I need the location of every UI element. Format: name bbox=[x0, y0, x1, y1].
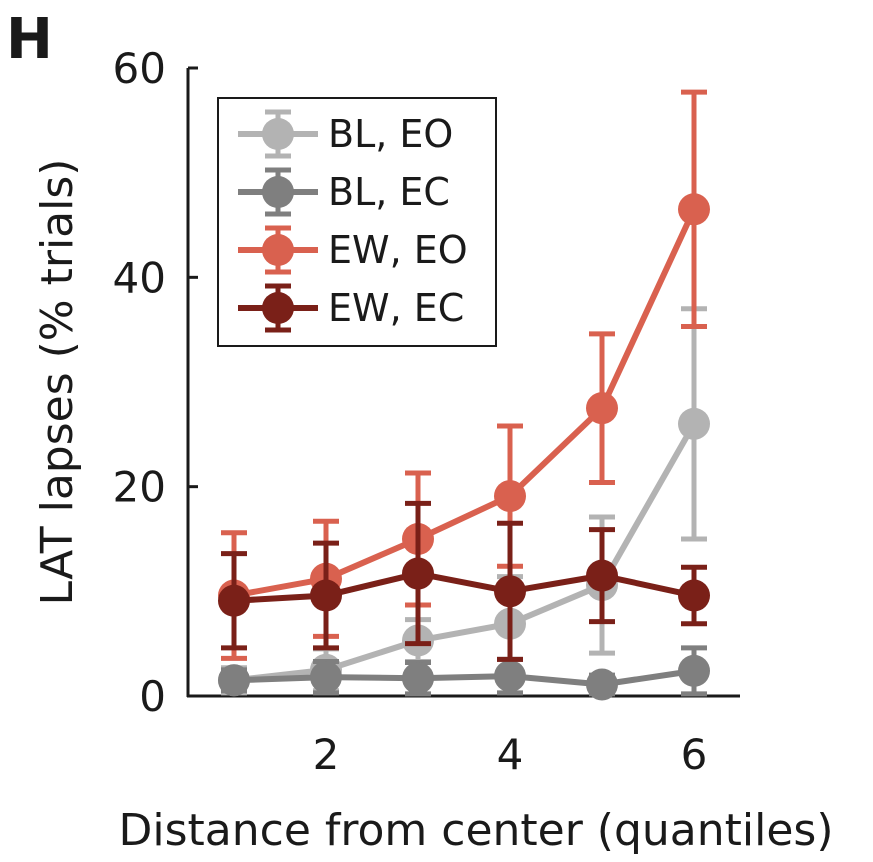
data-point bbox=[218, 584, 250, 617]
x-tick-label: 6 bbox=[681, 730, 708, 779]
data-point bbox=[678, 579, 710, 612]
series-ew-eo bbox=[218, 89, 710, 661]
data-point bbox=[310, 579, 342, 612]
series-ew-ec bbox=[218, 500, 710, 662]
data-point bbox=[402, 557, 434, 590]
data-point bbox=[586, 559, 618, 592]
y-axis-label: LAT lapses (% trials) bbox=[32, 159, 83, 606]
plot-area bbox=[218, 89, 710, 701]
x-axis-label: Distance from center (quantiles) bbox=[119, 805, 834, 856]
y-tick-label: 60 bbox=[113, 44, 166, 93]
legend-entry: BL, EC bbox=[238, 167, 450, 217]
data-point bbox=[678, 407, 710, 440]
legend-label: EW, EC bbox=[328, 286, 464, 330]
data-point bbox=[494, 660, 526, 693]
y-tick-label: 0 bbox=[139, 672, 166, 721]
legend-entry: EW, EC bbox=[238, 283, 464, 333]
series-line bbox=[233, 422, 697, 684]
y-tick-label: 20 bbox=[113, 463, 166, 512]
data-point bbox=[586, 668, 618, 701]
legend-label: EW, EO bbox=[328, 228, 468, 272]
data-point bbox=[218, 664, 250, 697]
legend-label: BL, EO bbox=[328, 112, 453, 156]
legend-entry: BL, EO bbox=[238, 109, 453, 159]
legend-marker bbox=[262, 176, 294, 208]
data-point bbox=[678, 654, 710, 687]
data-point bbox=[678, 193, 710, 226]
x-tick-label: 4 bbox=[497, 730, 524, 779]
legend-label: BL, EC bbox=[328, 170, 450, 214]
series-line bbox=[233, 570, 695, 604]
series-bl-eo bbox=[218, 306, 710, 697]
x-tick-label: 2 bbox=[313, 730, 340, 779]
data-point bbox=[402, 662, 434, 695]
legend-marker bbox=[262, 234, 294, 266]
legend-marker bbox=[262, 118, 294, 150]
data-point bbox=[494, 480, 526, 513]
data-point bbox=[494, 575, 526, 608]
data-point bbox=[586, 392, 618, 425]
y-tick-label: 40 bbox=[113, 253, 166, 302]
legend-entry: EW, EO bbox=[238, 225, 468, 275]
legend-marker bbox=[262, 292, 294, 324]
legend: BL, EO BL, EC EW, EO EW, EC bbox=[217, 97, 497, 347]
data-point bbox=[310, 661, 342, 694]
panel-letter: H bbox=[6, 7, 53, 72]
